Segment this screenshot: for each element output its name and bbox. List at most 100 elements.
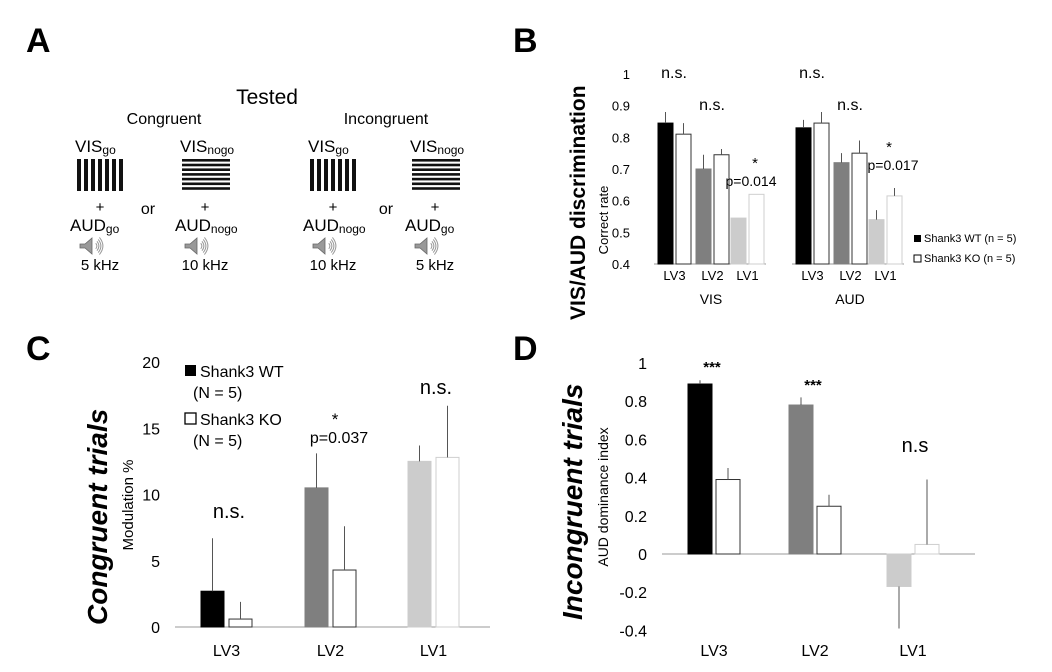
grating-stripe bbox=[412, 173, 460, 176]
vis-label-3: VISnogo bbox=[410, 137, 464, 157]
grating-stripe bbox=[317, 159, 321, 191]
plus-label-0: + bbox=[96, 199, 105, 216]
chart-c-xtick-lv3: LV3 bbox=[213, 643, 240, 660]
or-label-1: or bbox=[141, 201, 156, 218]
grating-stripe bbox=[338, 159, 342, 191]
grating-vertical-2 bbox=[310, 159, 358, 191]
chart-c-annotation: n.s. bbox=[213, 501, 245, 523]
chart-b-ytick: 0.9 bbox=[612, 99, 630, 114]
chart-d-annotation: n.s bbox=[902, 435, 929, 457]
sound-wave bbox=[202, 239, 207, 253]
grating-stripe bbox=[105, 159, 109, 191]
legend-c-ko-swatch bbox=[184, 412, 197, 425]
grating-stripe bbox=[331, 159, 335, 191]
grating-stripe bbox=[91, 159, 95, 191]
freq-label-1: 10 kHz bbox=[182, 257, 229, 274]
grating-stripe bbox=[182, 177, 230, 181]
aud-label-1: AUDnogo bbox=[175, 216, 238, 236]
speaker-icon bbox=[79, 237, 104, 255]
grating-stripe bbox=[412, 163, 460, 167]
chart-b-aud-bar-wt-lv3 bbox=[795, 127, 812, 265]
sound-wave bbox=[96, 241, 100, 251]
chart-c-bar-wt-lv1 bbox=[407, 460, 432, 628]
chart-d-annotation: *** bbox=[804, 377, 822, 394]
chart-b-aud-xtick-lv3: LV3 bbox=[801, 268, 823, 283]
chart-d-ytick: 0.6 bbox=[625, 432, 647, 449]
grating-stripe bbox=[412, 177, 460, 181]
chart-d-bar-ko-lv1 bbox=[914, 543, 940, 555]
panel-b-letter: B bbox=[513, 22, 538, 60]
chart-c-xtick-lv2: LV2 bbox=[317, 643, 344, 660]
chart-d-xtick-lv2: LV2 bbox=[801, 643, 828, 660]
chart-b-vis-bar-ko-lv2 bbox=[713, 154, 730, 265]
chart-b-aud-bar-ko-lv2 bbox=[851, 152, 868, 265]
legend-b-wt-label: Shank3 WT (n = 5) bbox=[924, 233, 1016, 245]
chart-c-annotation: n.s. bbox=[420, 377, 452, 399]
chart-b-ytick: 0.5 bbox=[612, 225, 630, 240]
chart-b-annotation: * bbox=[886, 139, 892, 156]
chart-c-annotation: * bbox=[332, 410, 339, 429]
chart-b-legend: Shank3 WT (n = 5) Shank3 KO (n = 5) bbox=[913, 233, 1016, 265]
chart-d-annotation: *** bbox=[703, 359, 721, 376]
speaker-body bbox=[312, 237, 326, 255]
grating-stripe bbox=[182, 163, 230, 167]
chart-c-ytick: 10 bbox=[142, 488, 160, 505]
grating-stripe bbox=[345, 159, 349, 191]
chart-b-annotation: n.s. bbox=[837, 97, 863, 114]
chart-b-aud-bar-ko-lv3 bbox=[813, 122, 830, 265]
chart-b-vis-xtick-lv3: LV3 bbox=[663, 268, 685, 283]
chart-c-ylabel: Modulation % bbox=[120, 460, 137, 551]
sound-wave bbox=[332, 237, 337, 255]
chart-b-ytick: 0.7 bbox=[612, 162, 630, 177]
legend-b-ko-label: Shank3 KO (n = 5) bbox=[924, 253, 1015, 265]
chart-d-xtick-lv1: LV1 bbox=[899, 643, 926, 660]
plus-label-3: + bbox=[431, 199, 440, 216]
chart-b-ytick: 0.6 bbox=[612, 194, 630, 209]
chart-d-bar-wt-lv2 bbox=[788, 404, 814, 555]
chart-d-ytick: 0.4 bbox=[625, 471, 647, 488]
grating-horizontal-3 bbox=[412, 159, 460, 191]
grating-stripe bbox=[324, 159, 328, 191]
sound-wave bbox=[330, 239, 335, 253]
chart-c-bar-ko-lv1 bbox=[435, 456, 460, 628]
chart-b-annotation-pvalue: p=0.014 bbox=[726, 173, 777, 189]
sound-wave bbox=[99, 237, 104, 255]
or-label-2: or bbox=[379, 201, 394, 218]
chart-b-annotation-pvalue: p=0.017 bbox=[868, 157, 919, 173]
aud-label-3: AUDgo bbox=[405, 216, 455, 236]
chart-b-title: VIS/AUD discrimination bbox=[567, 85, 590, 320]
speaker-body bbox=[414, 237, 428, 255]
chart-d-title: Incongruent trials bbox=[557, 384, 588, 620]
chart-c-annotation-pvalue: p=0.037 bbox=[310, 430, 368, 447]
grating-stripe bbox=[182, 159, 230, 162]
speaker-body bbox=[79, 237, 93, 255]
chart-b-annotation: * bbox=[752, 155, 758, 172]
chart-b-vis-bar-ko-lv1 bbox=[748, 193, 765, 265]
sound-wave bbox=[200, 242, 203, 250]
chart-c-ytick: 20 bbox=[142, 355, 160, 372]
grating-stripe bbox=[412, 182, 460, 186]
chart-b-vis-bar-ko-lv3 bbox=[675, 133, 692, 265]
vis-label-0: VISgo bbox=[75, 137, 116, 157]
chart-c-xtick-lv1: LV1 bbox=[420, 643, 447, 660]
legend-c-ko-line1: Shank3 KO bbox=[200, 412, 282, 429]
grating-stripe bbox=[112, 159, 116, 191]
chart-d-bar-ko-lv3 bbox=[715, 479, 741, 555]
chart-d-ytick: 0.8 bbox=[625, 394, 647, 411]
grating-horizontal-1 bbox=[182, 159, 230, 191]
freq-label-2: 10 kHz bbox=[310, 257, 357, 274]
chart-b-group-label-vis: VIS bbox=[700, 291, 723, 307]
vis-label-1: VISnogo bbox=[180, 137, 234, 157]
chart-c-bar-ko-lv3 bbox=[228, 618, 253, 628]
incongruent-label: Incongruent bbox=[344, 111, 429, 128]
grating-stripe bbox=[182, 173, 230, 176]
chart-b-group-label-aud: AUD bbox=[835, 291, 865, 307]
congruent-label: Congruent bbox=[127, 111, 202, 128]
panel-d-letter: D bbox=[513, 330, 538, 368]
chart-c-bar-wt-lv3 bbox=[200, 590, 225, 628]
grating-stripe bbox=[412, 168, 460, 171]
chart-c: 0 5 10 15 20 LV3 LV2 LV1 n.s. *p=0.037 n.s. bbox=[142, 355, 490, 660]
chart-b-vis-xtick-lv1: LV1 bbox=[736, 268, 758, 283]
legend-b-ko-swatch bbox=[913, 254, 922, 263]
